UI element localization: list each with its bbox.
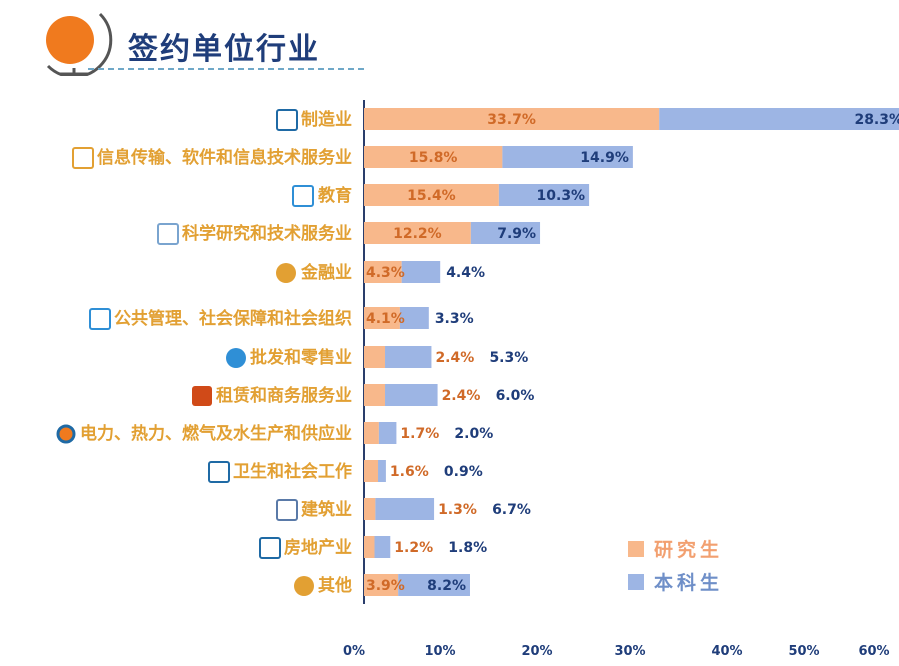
value-label-undergraduate: 6.0%	[496, 388, 535, 404]
category-label: 信息传输、软件和信息技术服务业	[97, 147, 352, 168]
value-label-graduate: 1.2%	[394, 540, 433, 556]
bar-graduate	[364, 346, 386, 368]
shop-sign-icon	[192, 386, 212, 406]
chart-monitor-icon	[157, 223, 179, 245]
category-label: 房地产业	[284, 537, 352, 558]
bar-graduate	[364, 536, 375, 558]
value-label-undergraduate: 14.9%	[580, 150, 629, 166]
bar-undergraduate	[498, 184, 590, 206]
value-label-graduate: 2.4%	[435, 350, 474, 366]
bar-graduate	[364, 261, 402, 283]
bar-undergraduate	[385, 384, 438, 406]
bar-undergraduate	[399, 307, 429, 329]
value-label-undergraduate: 4.4%	[446, 265, 485, 281]
value-label-graduate: 4.3%	[366, 265, 405, 281]
bar-undergraduate	[502, 146, 633, 168]
category-label: 电力、热力、燃气及水生产和供应业	[80, 423, 352, 444]
value-label-graduate: 1.3%	[438, 502, 477, 518]
bar-graduate	[364, 307, 400, 329]
bar-undergraduate	[374, 536, 391, 558]
category-label: 建筑业	[301, 499, 352, 520]
bar-graduate	[364, 498, 376, 520]
people-icon	[89, 308, 111, 330]
x-tick-label: 0%	[343, 644, 365, 659]
title-underline	[88, 68, 364, 70]
value-label-undergraduate: 3.3%	[435, 311, 474, 327]
bar-undergraduate	[378, 460, 386, 482]
value-label-graduate: 12.2%	[393, 226, 442, 242]
category-label: 金融业	[300, 262, 352, 283]
factory-icon	[276, 109, 298, 131]
more-icon	[294, 576, 314, 596]
bar-graduate	[364, 222, 471, 244]
bar-undergraduate	[659, 108, 899, 130]
category-label: 批发和零售业	[250, 347, 352, 368]
bar-graduate	[364, 422, 379, 444]
category-label: 卫生和社会工作	[233, 461, 352, 482]
graduation-cap-icon	[292, 185, 314, 207]
cloud-upload-icon	[72, 147, 94, 169]
bar-graduate	[364, 384, 386, 406]
hospital-icon	[208, 461, 230, 483]
globe-icon	[46, 12, 113, 76]
x-tick-label: 30%	[614, 644, 645, 659]
legend-label: 本科生	[654, 571, 723, 594]
crane-icon	[276, 499, 298, 521]
chart-title: 签约单位行业	[128, 32, 320, 67]
bar-graduate	[364, 574, 399, 596]
value-label-undergraduate: 10.3%	[537, 188, 586, 204]
value-label-undergraduate: 8.2%	[427, 578, 466, 594]
value-label-undergraduate: 6.7%	[492, 502, 531, 518]
bar-undergraduate	[470, 222, 541, 244]
x-tick-label: 10%	[424, 644, 455, 659]
legend-label: 研究生	[654, 538, 723, 561]
buildings-icon	[259, 537, 281, 559]
bar-graduate	[364, 460, 379, 482]
value-label-undergraduate: 5.3%	[489, 350, 528, 366]
value-label-graduate: 33.7%	[487, 112, 536, 128]
bar-graduate	[364, 184, 499, 206]
value-label-undergraduate: 28.3%	[854, 112, 899, 128]
x-tick-label: 40%	[711, 644, 742, 659]
chart-title-area: 签约单位行业	[30, 6, 364, 76]
legend-swatch	[628, 574, 644, 590]
bar-undergraduate	[375, 498, 435, 520]
value-label-graduate: 15.4%	[407, 188, 456, 204]
x-tick-label: 50%	[788, 644, 819, 659]
legend-swatch	[628, 541, 644, 557]
bar-undergraduate	[378, 422, 397, 444]
x-tick-label: 20%	[521, 644, 552, 659]
category-label: 科学研究和技术服务业	[182, 223, 352, 244]
bar-graduate	[364, 146, 503, 168]
category-label: 公共管理、社会保障和社会组织	[114, 308, 352, 329]
coins-icon	[276, 263, 296, 283]
power-icon	[56, 424, 76, 444]
shop-icon	[226, 348, 246, 368]
value-label-graduate: 4.1%	[366, 311, 405, 327]
bar-graduate	[364, 108, 660, 130]
value-label-graduate: 2.4%	[442, 388, 481, 404]
value-label-undergraduate: 7.9%	[497, 226, 536, 242]
category-label: 租赁和商务服务业	[216, 385, 352, 406]
category-label: 制造业	[301, 109, 352, 130]
bar-undergraduate	[385, 346, 432, 368]
value-label-undergraduate: 1.8%	[448, 540, 487, 556]
value-label-graduate: 1.7%	[400, 426, 439, 442]
bar-undergraduate	[401, 261, 441, 283]
value-label-graduate: 15.8%	[409, 150, 458, 166]
x-tick-label: 60%	[858, 644, 889, 659]
value-label-undergraduate: 2.0%	[454, 426, 493, 442]
category-label: 其他	[318, 575, 352, 596]
value-label-graduate: 1.6%	[390, 464, 429, 480]
value-label-undergraduate: 0.9%	[444, 464, 483, 480]
value-label-graduate: 3.9%	[366, 578, 405, 594]
bar-undergraduate	[398, 574, 470, 596]
category-label: 教育	[317, 185, 352, 206]
